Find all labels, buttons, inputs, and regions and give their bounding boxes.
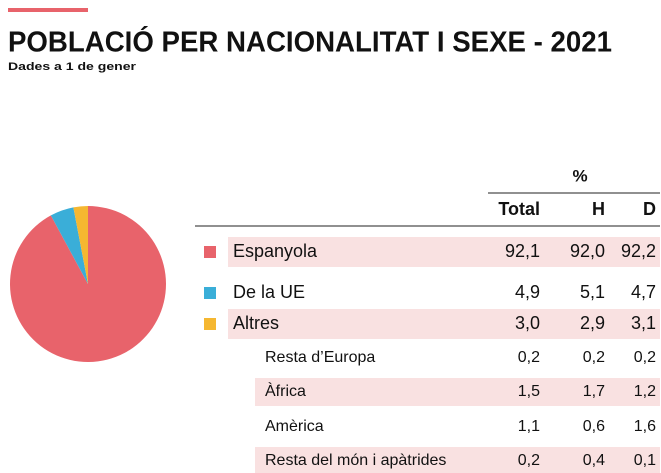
cell: 92,1	[505, 241, 540, 261]
cell: 1,6	[634, 418, 656, 435]
row-label: Altres	[233, 313, 279, 333]
title: POBLACIÓ PER NACIONALITAT I SEXE - 2021	[8, 25, 612, 59]
unit-label: %	[572, 166, 587, 185]
cell: 5,1	[580, 282, 605, 302]
cell: 1,1	[518, 418, 540, 435]
row-band	[228, 237, 660, 267]
cell: 0,2	[518, 349, 540, 366]
row-label: Espanyola	[233, 241, 318, 261]
cell: 0,2	[634, 349, 656, 366]
row-band	[255, 378, 660, 406]
row-label: De la UE	[233, 282, 305, 302]
column-header: D	[643, 199, 656, 219]
pie-slice	[9, 206, 167, 362]
cell: 0,4	[583, 452, 605, 469]
row-band	[228, 309, 660, 339]
column-header: H	[592, 199, 605, 219]
cell: 92,2	[621, 241, 656, 261]
cell: 0,1	[634, 452, 656, 469]
cell: 2,9	[580, 313, 605, 333]
cell: 4,7	[631, 282, 656, 302]
cell: 1,7	[583, 383, 605, 400]
row-label: Resta del món i apàtrides	[265, 452, 446, 469]
accent-bar	[8, 8, 88, 12]
column-header: Total	[498, 199, 540, 219]
row-band	[255, 447, 660, 473]
pie-slice	[50, 207, 88, 284]
cell: 4,9	[515, 282, 540, 302]
cell: 1,2	[634, 383, 656, 400]
cell: 3,0	[515, 313, 540, 333]
cell: 0,6	[583, 418, 605, 435]
row-label: Resta d’Europa	[265, 349, 375, 366]
legend-swatch	[204, 318, 216, 330]
cell: 0,2	[583, 349, 605, 366]
row-label: Àfrica	[265, 381, 306, 400]
cell: 1,5	[518, 383, 540, 400]
cell: 92,0	[570, 241, 605, 261]
cell: 0,2	[518, 452, 540, 469]
pie-chart	[9, 206, 167, 362]
row-label: Amèrica	[265, 418, 324, 435]
pie-slice	[73, 206, 88, 284]
cell: 3,1	[631, 313, 656, 333]
subtitle: Dades a 1 de gener	[8, 61, 137, 73]
table: Total H D Espanyola 92,1 92,0 92,2 De la UE 4,9 5…	[204, 199, 660, 473]
legend-swatch	[204, 287, 216, 299]
legend-swatch	[204, 246, 216, 258]
